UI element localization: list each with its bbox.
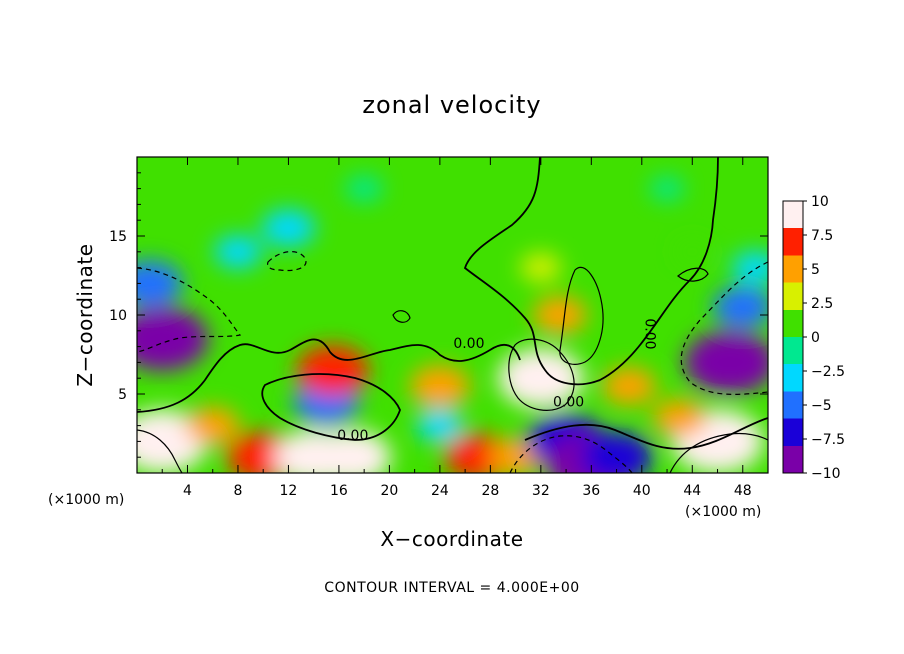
field-cell-24 [684,330,768,395]
x-tick-label-8: 36 [582,483,600,499]
x-tick-label-0: 4 [183,483,192,499]
field-cell-17 [532,296,587,334]
x-tick-label-6: 28 [481,483,499,499]
z-tick-label-2: 15 [109,229,127,245]
x-tick-label-7: 32 [532,483,550,499]
field-cell-1 [137,306,209,371]
contour-label-2: 0.00 [553,395,584,411]
contour-label-3: 0.00 [642,318,658,349]
field-cell-16 [498,348,584,409]
colorbar-tick-label-5: −2.5 [811,364,845,380]
contour-pos-bottomright [669,432,768,473]
colorbar-tick-label-0: 10 [811,194,829,210]
contour-neg-top [267,251,307,272]
field-cell-3 [214,235,262,269]
field-cell-12 [409,365,470,408]
z-tick-label-0: 5 [118,387,127,403]
z-axis: 5 10 15 [109,172,768,458]
contour-neg-right [680,261,768,395]
field-cell-28 [652,398,707,437]
x-tick-label-10: 44 [683,483,701,499]
field-cell-11 [345,175,383,202]
x-tick-label-1: 8 [233,483,242,499]
field-cell-23 [676,240,708,263]
contour-pos-blob [508,338,575,411]
contour-pos-tongue [559,267,604,365]
contour-labels: 0.00 0.00 0.00 0.00 [337,318,657,443]
colorbar-tick-label-6: −5 [811,398,832,414]
x-tick-label-2: 12 [280,483,298,499]
x-axis-title: X−coordinate [380,527,523,551]
field-cell-21 [580,431,653,473]
contour-neg-left [137,267,242,353]
colorbar: 10 7.5 5 2.5 0 −2.5 −5 −7.5 −10 [782,194,845,482]
x-axis: 4 8 12 16 20 24 28 32 36 40 44 48 [161,157,752,499]
contour-zero-middle [137,338,521,413]
field-cell-25 [712,286,768,329]
x-unit-label-right: (×1000 m) [685,504,761,520]
field-cell-29 [649,176,685,201]
x-tick-label-9: 40 [633,483,651,499]
field-cell-18 [520,253,562,282]
x-unit-label-left: (×1000 m) [48,492,124,508]
contour-small-ring-2 [677,267,709,282]
velocity-field [137,175,768,473]
z-tick-label-1: 10 [109,308,127,324]
field-cell-4 [261,209,316,247]
x-tick-label-3: 16 [330,483,348,499]
contour-zero-upper [463,157,719,386]
z-axis-title: Z−coordinate [73,243,97,386]
field-cell-26 [731,251,768,285]
colorbar-tick-label-8: −10 [811,466,841,482]
colorbar-tick-label-2: 5 [811,262,820,278]
field-cell-22 [602,367,656,405]
contour-label-0: 0.00 [337,428,368,444]
colorbar-tick-label-1: 7.5 [811,228,833,244]
contour-label-1: 0.00 [453,336,484,352]
colorbar-gradient [782,200,804,474]
contour-lines [137,157,768,473]
colorbar-tick-label-4: 0 [811,330,820,346]
colorbar-ticks: 10 7.5 5 2.5 0 −2.5 −5 −7.5 −10 [803,194,845,482]
colorbar-tick-label-3: 2.5 [811,296,833,312]
field-cell-13 [416,409,464,443]
contour-pos-bottomleft [137,429,183,473]
field-cell-6 [296,344,370,396]
plot-area: 0.00 0.00 0.00 0.00 [136,156,769,474]
chart-title: zonal velocity [362,91,541,119]
x-tick-label-11: 48 [734,483,752,499]
contour-neg-bottom [509,435,633,473]
field-cell-2 [137,260,183,307]
contour-small-ring-1 [392,310,411,323]
field-cell-10 [185,406,240,445]
contour-interval-note: CONTOUR INTERVAL = 4.000E+00 [324,580,579,596]
x-tick-label-5: 24 [431,483,449,499]
colorbar-tick-label-7: −7.5 [811,432,845,448]
x-tick-label-4: 20 [380,483,398,499]
field-cell-9 [311,429,392,473]
contour-zero-lower [261,373,401,441]
